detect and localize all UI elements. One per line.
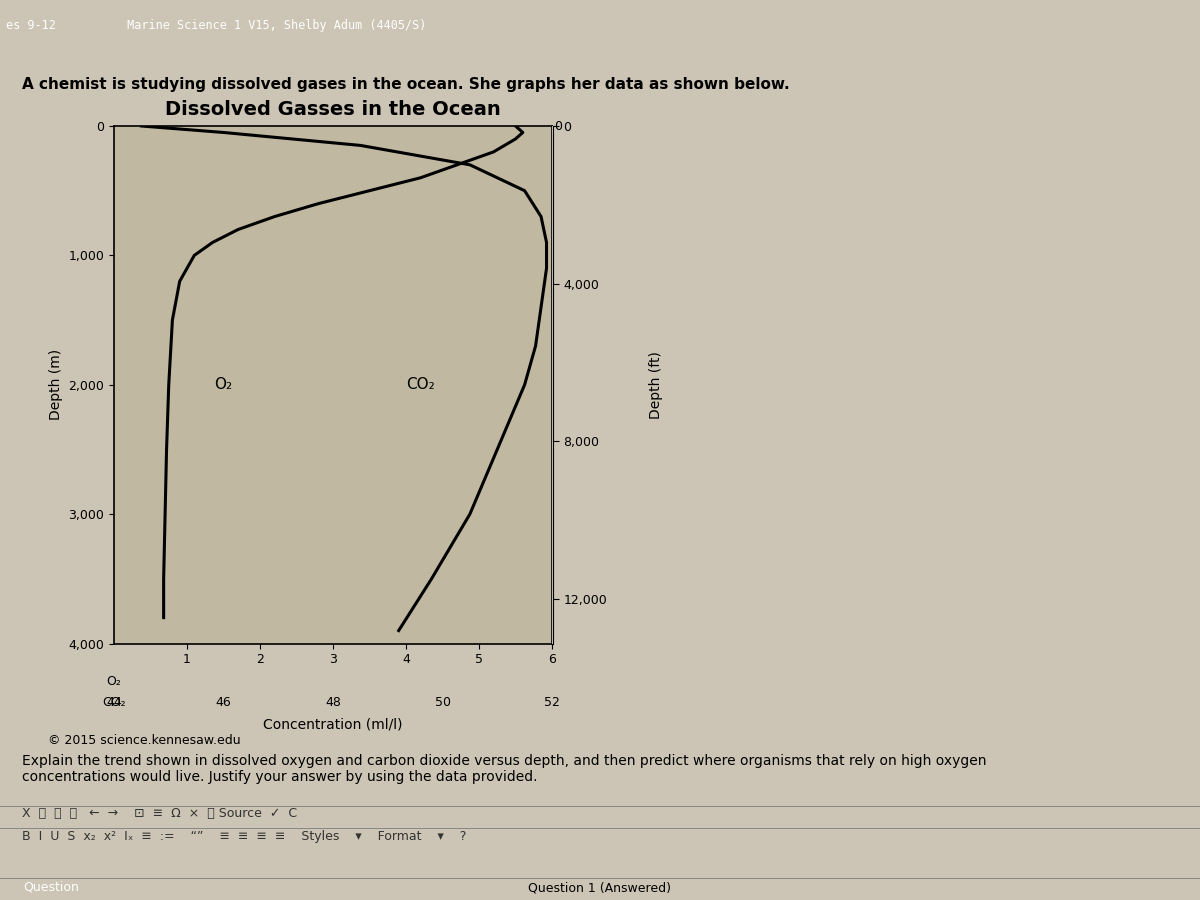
Text: 44: 44: [106, 696, 122, 708]
Text: B  I  U  S  x₂  x²  Iₓ  ≡  :=    “”    ≡  ≡  ≡  ≡    Styles    ▾    Format    ▾ : B I U S x₂ x² Iₓ ≡ := “” ≡ ≡ ≡ ≡ Styles …: [22, 830, 466, 842]
Text: X  ⓐ  ⓑ  ⓒ   ←  →    ⊡  ≡  Ω  ×  Ⓢ Source  ✓  C: X ⓐ ⓑ ⓒ ← → ⊡ ≡ Ω × Ⓢ Source ✓ C: [22, 807, 296, 820]
Text: Explain the trend shown in dissolved oxygen and carbon dioxide versus depth, and: Explain the trend shown in dissolved oxy…: [22, 754, 986, 785]
Title: Dissolved Gasses in the Ocean: Dissolved Gasses in the Ocean: [166, 100, 500, 119]
Text: 50: 50: [434, 696, 450, 708]
Text: 0: 0: [553, 120, 562, 132]
Text: CO₂: CO₂: [102, 696, 126, 708]
Text: © 2015 science.kennesaw.edu: © 2015 science.kennesaw.edu: [48, 734, 241, 746]
Text: CO₂: CO₂: [407, 377, 434, 392]
Text: es 9-12          Marine Science 1 V15, Shelby Adum (4405/S): es 9-12 Marine Science 1 V15, Shelby Adu…: [6, 19, 426, 32]
Text: 46: 46: [216, 696, 232, 708]
Text: O₂: O₂: [215, 377, 233, 392]
Text: 48: 48: [325, 696, 341, 708]
Text: Question: Question: [23, 881, 79, 894]
Text: Concentration (ml/l): Concentration (ml/l): [263, 717, 403, 732]
Text: 52: 52: [544, 696, 560, 708]
Y-axis label: Depth (m): Depth (m): [49, 349, 62, 420]
Text: A chemist is studying dissolved gases in the ocean. She graphs her data as shown: A chemist is studying dissolved gases in…: [22, 76, 790, 92]
Text: Question 1 (Answered): Question 1 (Answered): [528, 882, 672, 895]
Y-axis label: Depth (ft): Depth (ft): [649, 351, 664, 418]
Text: O₂: O₂: [107, 675, 121, 688]
